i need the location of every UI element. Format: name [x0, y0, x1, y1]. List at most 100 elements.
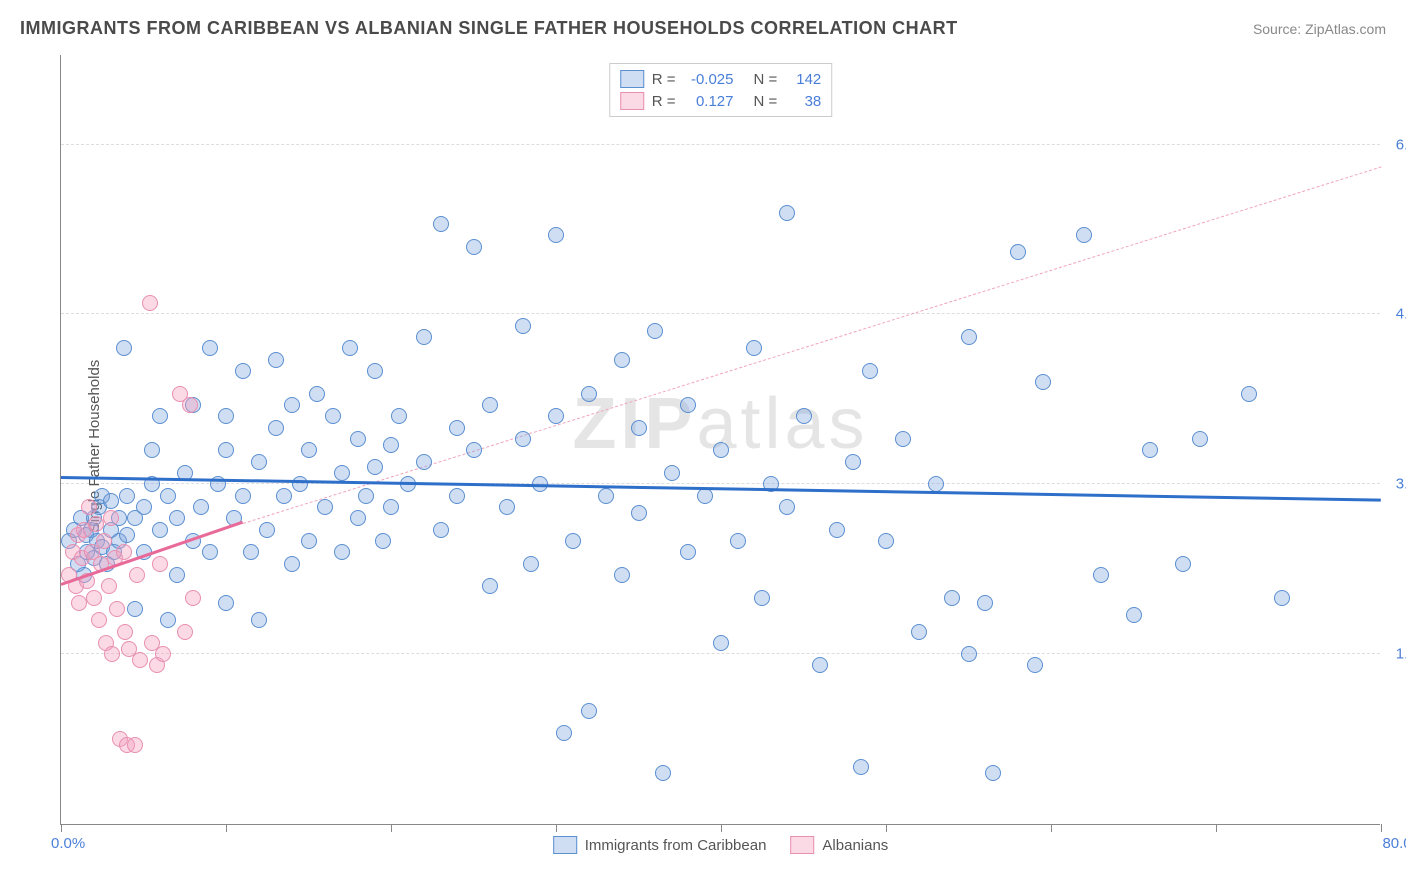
- data-point: [292, 476, 308, 492]
- x-tick: [61, 824, 62, 832]
- gridline: [61, 483, 1380, 484]
- data-point: [88, 516, 104, 532]
- data-point: [104, 646, 120, 662]
- data-point: [1192, 431, 1208, 447]
- data-point: [449, 420, 465, 436]
- data-point: [350, 510, 366, 526]
- data-point: [466, 239, 482, 255]
- data-point: [119, 488, 135, 504]
- data-point: [499, 499, 515, 515]
- data-point: [185, 590, 201, 606]
- trend-line: [242, 166, 1381, 524]
- x-tick: [1216, 824, 1217, 832]
- chart-title: IMMIGRANTS FROM CARIBBEAN VS ALBANIAN SI…: [20, 18, 958, 39]
- data-point: [127, 601, 143, 617]
- data-point: [829, 522, 845, 538]
- data-point: [895, 431, 911, 447]
- data-point: [259, 522, 275, 538]
- data-point: [598, 488, 614, 504]
- data-point: [416, 329, 432, 345]
- data-point: [375, 533, 391, 549]
- data-point: [81, 499, 97, 515]
- data-point: [152, 408, 168, 424]
- data-point: [1142, 442, 1158, 458]
- data-point: [383, 499, 399, 515]
- data-point: [202, 544, 218, 560]
- data-point: [101, 578, 117, 594]
- data-point: [862, 363, 878, 379]
- y-tick-label: 4.5%: [1385, 306, 1406, 323]
- data-point: [268, 352, 284, 368]
- data-point: [1093, 567, 1109, 583]
- data-point: [317, 499, 333, 515]
- data-point: [243, 544, 259, 560]
- data-point: [177, 624, 193, 640]
- x-axis-min: 0.0%: [51, 835, 85, 852]
- data-point: [416, 454, 432, 470]
- data-point: [309, 386, 325, 402]
- data-point: [548, 227, 564, 243]
- data-point: [193, 499, 209, 515]
- data-point: [614, 352, 630, 368]
- data-point: [142, 295, 158, 311]
- data-point: [160, 612, 176, 628]
- data-point: [127, 737, 143, 753]
- data-point: [169, 510, 185, 526]
- data-point: [1175, 556, 1191, 572]
- x-tick: [391, 824, 392, 832]
- data-point: [631, 420, 647, 436]
- gridline: [61, 144, 1380, 145]
- data-point: [746, 340, 762, 356]
- legend-row: R =0.127N =38: [620, 90, 822, 112]
- data-point: [730, 533, 746, 549]
- data-point: [117, 624, 133, 640]
- data-point: [218, 442, 234, 458]
- x-tick: [226, 824, 227, 832]
- y-tick-label: 3.0%: [1385, 476, 1406, 493]
- data-point: [853, 759, 869, 775]
- data-point: [664, 465, 680, 481]
- x-axis-max: 80.0%: [1382, 835, 1406, 852]
- data-point: [235, 488, 251, 504]
- data-point: [449, 488, 465, 504]
- n-value: 38: [785, 93, 821, 110]
- data-point: [515, 318, 531, 334]
- data-point: [655, 765, 671, 781]
- data-point: [556, 725, 572, 741]
- data-point: [367, 459, 383, 475]
- n-label: N =: [754, 71, 778, 88]
- legend-item: Albanians: [790, 836, 888, 854]
- x-tick: [556, 824, 557, 832]
- data-point: [155, 646, 171, 662]
- data-point: [713, 442, 729, 458]
- data-point: [391, 408, 407, 424]
- data-point: [325, 408, 341, 424]
- data-point: [796, 408, 812, 424]
- data-point: [977, 595, 993, 611]
- trend-line: [61, 476, 1381, 502]
- data-point: [86, 590, 102, 606]
- gridline: [61, 313, 1380, 314]
- legend-swatch: [620, 70, 644, 88]
- data-point: [961, 329, 977, 345]
- data-point: [845, 454, 861, 470]
- data-point: [581, 386, 597, 402]
- data-point: [152, 522, 168, 538]
- data-point: [944, 590, 960, 606]
- y-tick-label: 1.5%: [1385, 646, 1406, 663]
- correlation-legend: R =-0.025N =142R =0.127N =38: [609, 63, 833, 117]
- legend-label: Immigrants from Caribbean: [585, 837, 767, 854]
- data-point: [276, 488, 292, 504]
- data-point: [1241, 386, 1257, 402]
- n-value: 142: [785, 71, 821, 88]
- x-tick: [721, 824, 722, 832]
- data-point: [169, 567, 185, 583]
- data-point: [144, 442, 160, 458]
- y-tick-label: 6.0%: [1385, 136, 1406, 153]
- legend-row: R =-0.025N =142: [620, 68, 822, 90]
- data-point: [251, 612, 267, 628]
- data-point: [91, 612, 107, 628]
- n-label: N =: [754, 93, 778, 110]
- data-point: [581, 703, 597, 719]
- data-point: [911, 624, 927, 640]
